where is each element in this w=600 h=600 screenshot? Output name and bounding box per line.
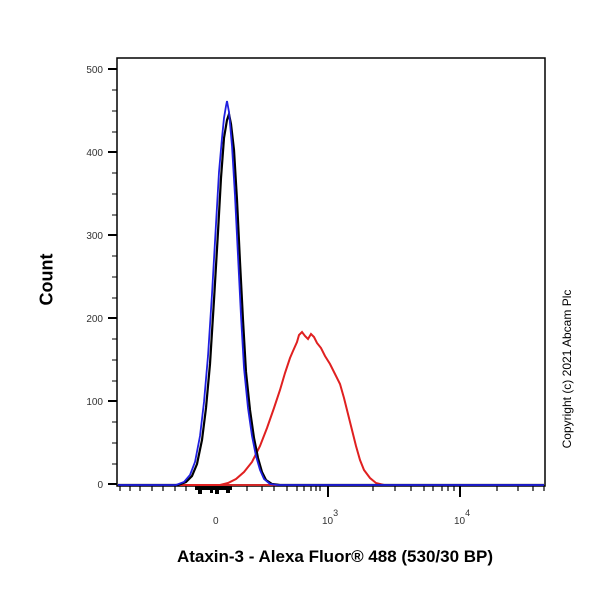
y-axis	[108, 68, 117, 485]
series-isotype-black	[118, 109, 544, 487]
x-tick-label: 104	[454, 508, 470, 527]
y-tick-label: 200	[86, 314, 103, 325]
x-axis-label: Ataxin-3 - Alexa Fluor® 488 (530/30 BP)	[176, 547, 494, 566]
y-tick-label: 500	[86, 65, 103, 76]
copyright-notice: Copyright (c) 2021 Abcam Plc	[560, 289, 574, 449]
series-unlabelled-blue	[118, 100, 544, 486]
x-tick-label: 0	[213, 516, 219, 527]
y-tick-label: 300	[86, 231, 103, 242]
y-axis-label: Count	[36, 253, 57, 306]
plot-frame	[116, 57, 546, 487]
x-tick-label: 103	[322, 508, 338, 527]
y-tick-label: 0	[97, 480, 103, 491]
y-tick-label: 400	[86, 148, 103, 159]
series-ataxin3-red	[118, 330, 544, 486]
y-tick-label: 100	[86, 397, 103, 408]
x-axis	[119, 486, 545, 497]
